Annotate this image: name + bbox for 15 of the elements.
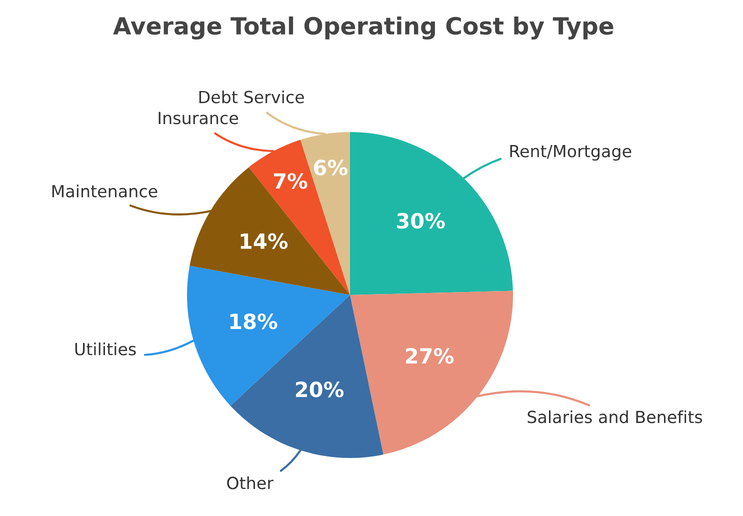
slice-label: Rent/Mortgage — [510, 145, 632, 161]
chart-title: Average Total Operating Cost by Type — [113, 16, 614, 40]
data-label: 6% — [314, 160, 348, 176]
slice-label: Insurance — [158, 112, 238, 124]
data-label: 20% — [296, 382, 344, 398]
slice-label: Utilities — [75, 342, 136, 356]
slice-label: Other — [227, 476, 274, 490]
data-label: 14% — [240, 233, 288, 250]
data-label: 7% — [274, 173, 308, 189]
slice-label: Debt Service — [199, 90, 304, 104]
data-label: 18% — [230, 314, 278, 330]
slice-label: Maintenance — [52, 184, 158, 198]
slice-label: Salaries and Benefits — [528, 410, 702, 424]
data-label: 30% — [396, 212, 445, 229]
data-label: 27% — [406, 348, 454, 364]
